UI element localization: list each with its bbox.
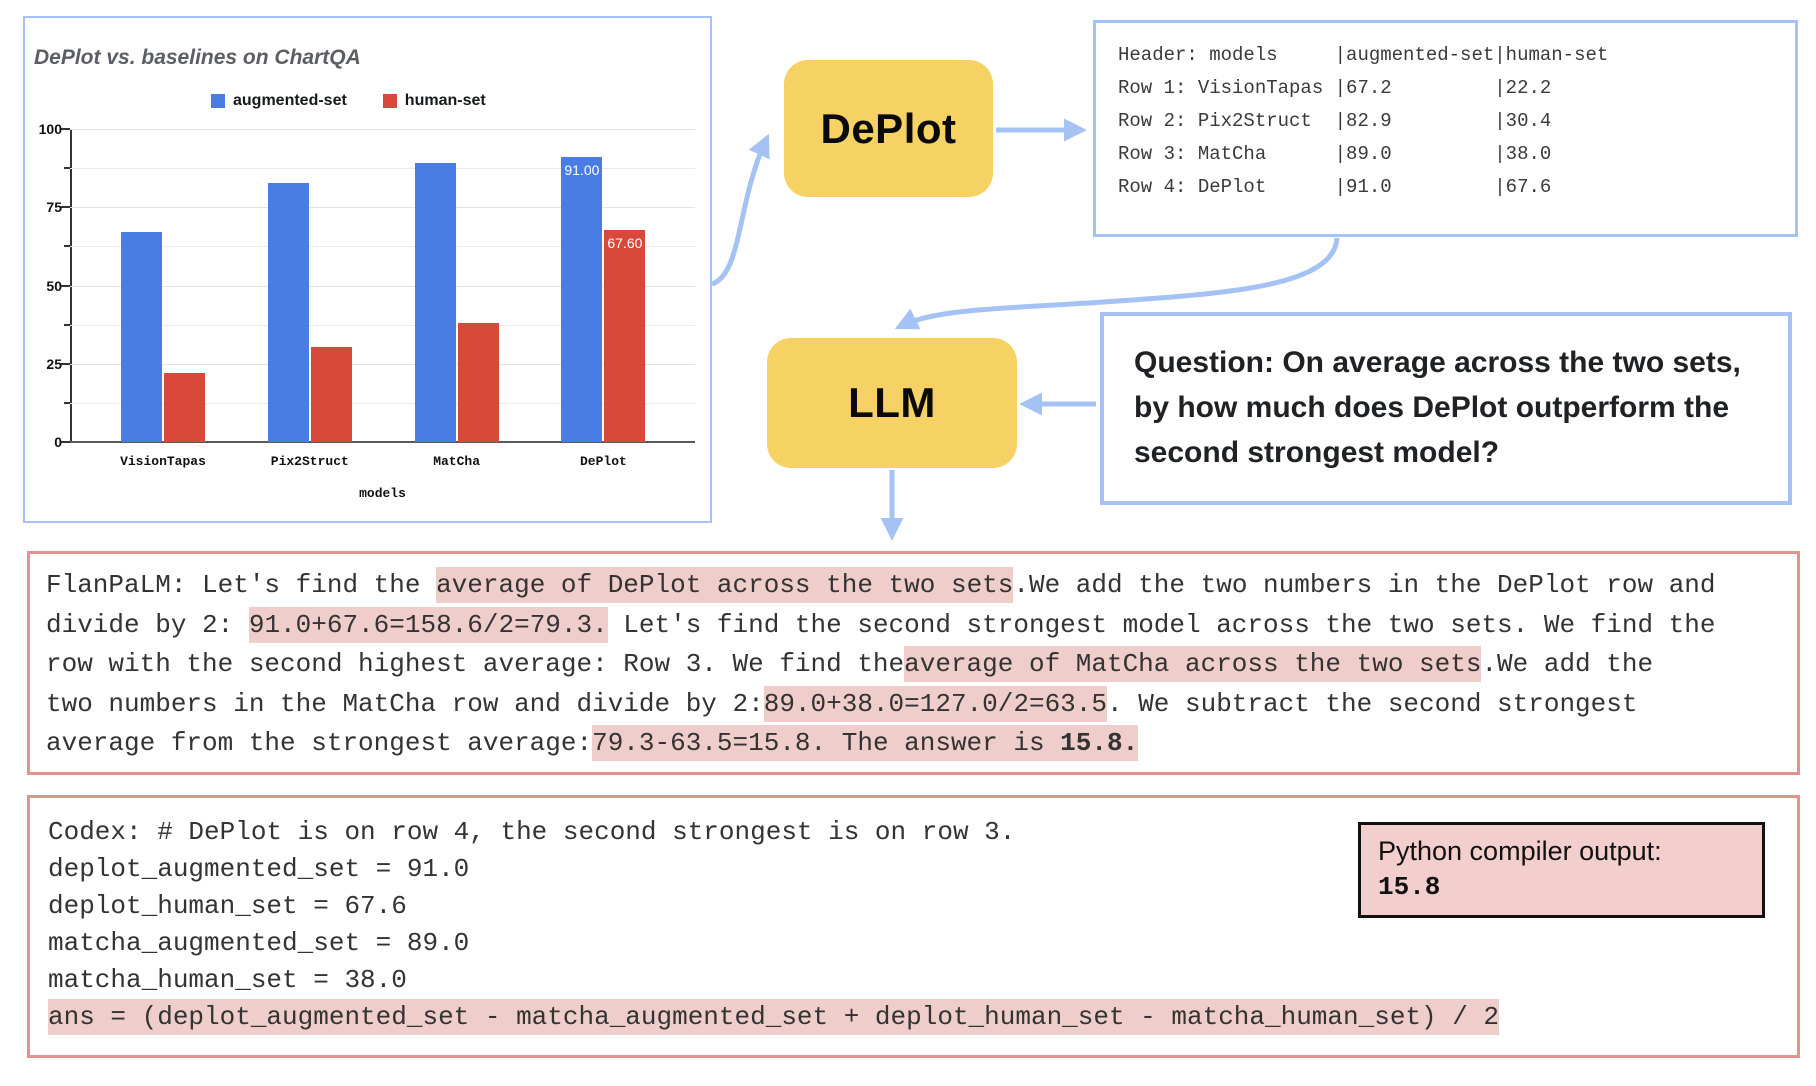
y-tick-label: 75 bbox=[46, 199, 62, 216]
gridline bbox=[70, 168, 695, 170]
llm-model-box: LLM bbox=[767, 338, 1017, 468]
plot-area: 0 25 50 75 100 VisionTapas Pix2Struct MatCha 91.… bbox=[39, 121, 695, 469]
flanpalm-line: average from the strongest average:79.3-… bbox=[46, 724, 1781, 764]
y-axis-tick bbox=[64, 245, 70, 248]
legend-label: human-set bbox=[404, 92, 486, 109]
flanpalm-line: two numbers in the MatCha row and divide… bbox=[46, 685, 1781, 725]
text-segment: deplot_human_set = 67.6 bbox=[48, 891, 407, 921]
legend-item-human-set: human-set bbox=[382, 92, 486, 110]
text-segment: matcha_human_set = 38.0 bbox=[48, 965, 407, 995]
codex-line: deplot_human_set = 67.6 bbox=[48, 888, 1779, 925]
chart-title: DePlot vs. baselines on ChartQA bbox=[34, 46, 361, 69]
codex-line: deplot_augmented_set = 91.0 bbox=[48, 851, 1779, 888]
text-segment: divide by 2: bbox=[46, 609, 249, 640]
text-segment: Codex: # DePlot is on row 4, the second … bbox=[48, 817, 1016, 847]
text-segment: row with the second highest average: Row… bbox=[46, 649, 905, 679]
y-axis-tick bbox=[61, 206, 70, 209]
x-category-label: MatCha bbox=[433, 454, 480, 469]
y-axis-tick bbox=[61, 441, 70, 443]
legend-swatch-blue bbox=[211, 94, 225, 108]
text-segment: Let's find the second strongest model ac… bbox=[607, 609, 1716, 640]
arrow-chart-to-deplot bbox=[710, 133, 770, 287]
compiler-output-label: Python compiler output: bbox=[1378, 836, 1662, 866]
highlighted-segment: average of DePlot across the two sets bbox=[436, 567, 1014, 603]
y-tick-label: 50 bbox=[46, 277, 62, 294]
codex-line: matcha_human_set = 38.0 bbox=[48, 962, 1779, 999]
highlighted-segment: ans = (deplot_augmented_set - matcha_aug… bbox=[48, 999, 1500, 1035]
y-tick-label: 100 bbox=[38, 121, 62, 137]
flanpalm-line: FlanPaLM: Let's find the average of DePl… bbox=[46, 566, 1781, 606]
linearized-table-text: Header: models |augmented-set|human-set … bbox=[1118, 44, 1609, 198]
codex-text: Codex: # DePlot is on row 4, the second … bbox=[30, 798, 1797, 1052]
text-segment: We add the two numbers in the DePlot row… bbox=[1028, 570, 1716, 600]
codex-line: matcha_augmented_set = 89.0 bbox=[48, 925, 1779, 962]
deplot-model-box: DePlot bbox=[784, 60, 993, 197]
bar-augmented-set-MatCha bbox=[414, 163, 456, 442]
linearized-table-panel: Header: models |augmented-set|human-set … bbox=[1093, 20, 1798, 237]
text-segment: matcha_augmented_set = 89.0 bbox=[48, 928, 470, 958]
highlighted-segment: 89.0+38.0=127.0/2=63.5 bbox=[763, 685, 1107, 722]
x-axis-baseline bbox=[70, 441, 695, 443]
chart-legend: augmented-set human-set bbox=[211, 92, 486, 110]
y-axis-tick bbox=[64, 167, 70, 170]
text-segment: two numbers in the MatCha row and divide… bbox=[46, 688, 764, 719]
y-axis-tick bbox=[64, 323, 70, 326]
y-axis-tick bbox=[61, 362, 70, 365]
chart-panel: DePlot vs. baselines on ChartQA augmente… bbox=[23, 16, 712, 523]
highlighted-segment: 15.8. bbox=[1060, 725, 1139, 761]
bar-augmented-set-Pix2Struct bbox=[267, 182, 309, 442]
flanpalm-line: divide by 2: 91.0+67.6=158.6/2=79.3. Let… bbox=[46, 606, 1781, 646]
highlighted-segment: 91.0+67.6=158.6/2=79.3. bbox=[248, 606, 608, 643]
y-axis-tick bbox=[61, 128, 70, 130]
question-line: second strongest model? bbox=[1134, 436, 1500, 469]
text-segment: average from the strongest average: bbox=[46, 728, 593, 758]
x-category-label: DePlot bbox=[579, 454, 627, 469]
legend-swatch-red bbox=[382, 94, 397, 108]
flanpalm-text: FlanPaLM: Let's find the average of DePl… bbox=[30, 554, 1797, 776]
text-segment: . We subtract the second strongest bbox=[1106, 688, 1638, 719]
legend-label: augmented-set bbox=[233, 92, 347, 109]
highlighted-segment: 79.3-63.5=15.8. The answer is bbox=[592, 725, 1061, 761]
flanpalm-line: row with the second highest average: Row… bbox=[46, 645, 1781, 685]
legend-item-augmented-set: augmented-set bbox=[211, 92, 347, 110]
bar-human-set-Pix2Struct bbox=[310, 346, 352, 442]
text-segment: FlanPaLM: Let's find the bbox=[46, 570, 437, 600]
text-segment: deplot_augmented_set = 91.0 bbox=[48, 854, 470, 884]
question-line: Question: On average across the two sets… bbox=[1134, 346, 1741, 379]
gridline bbox=[70, 363, 695, 365]
bar-value-label: 91.00 bbox=[564, 162, 600, 179]
codex-line: Codex: # DePlot is on row 4, the second … bbox=[48, 814, 1779, 851]
y-tick-label: 0 bbox=[54, 434, 62, 450]
question-panel: Question: On average across the two sets… bbox=[1100, 312, 1792, 505]
gridline bbox=[70, 207, 695, 209]
bar-augmented-set-DePlot: 91.00 bbox=[561, 157, 603, 442]
bar-value-label: 67.60 bbox=[607, 235, 643, 252]
gridline bbox=[70, 246, 695, 248]
question-line: by how much does DePlot outperform the bbox=[1134, 391, 1730, 424]
x-axis-title: models bbox=[359, 486, 406, 501]
x-category-label: Pix2Struct bbox=[270, 454, 349, 469]
text-segment: . bbox=[1013, 570, 1029, 600]
codex-line: ans = (deplot_augmented_set - matcha_aug… bbox=[48, 999, 1779, 1036]
bar-human-set-DePlot: 67.60 bbox=[604, 230, 646, 442]
highlighted-segment: average of MatCha across the two sets bbox=[904, 646, 1482, 682]
text-segment: .We add the bbox=[1481, 649, 1654, 679]
compiler-output-value: 15.8 bbox=[1378, 872, 1441, 902]
gridline bbox=[70, 324, 695, 326]
bar-human-set-MatCha bbox=[457, 323, 499, 442]
gridline bbox=[70, 129, 695, 130]
x-category-label: VisionTapas bbox=[120, 454, 206, 469]
gridline bbox=[70, 285, 695, 287]
bar-augmented-set-VisionTapas bbox=[121, 231, 162, 442]
bar-human-set-VisionTapas bbox=[164, 372, 205, 442]
question-text: Question: On average across the two sets… bbox=[1104, 316, 1788, 475]
python-compiler-output-box: Python compiler output: 15.8 bbox=[1358, 822, 1765, 918]
y-tick-label: 25 bbox=[46, 355, 62, 372]
y-axis-tick bbox=[64, 401, 70, 404]
flanpalm-answer-panel: FlanPaLM: Let's find the average of DePl… bbox=[27, 551, 1800, 775]
gridline bbox=[70, 402, 695, 404]
y-axis-tick bbox=[61, 284, 70, 287]
